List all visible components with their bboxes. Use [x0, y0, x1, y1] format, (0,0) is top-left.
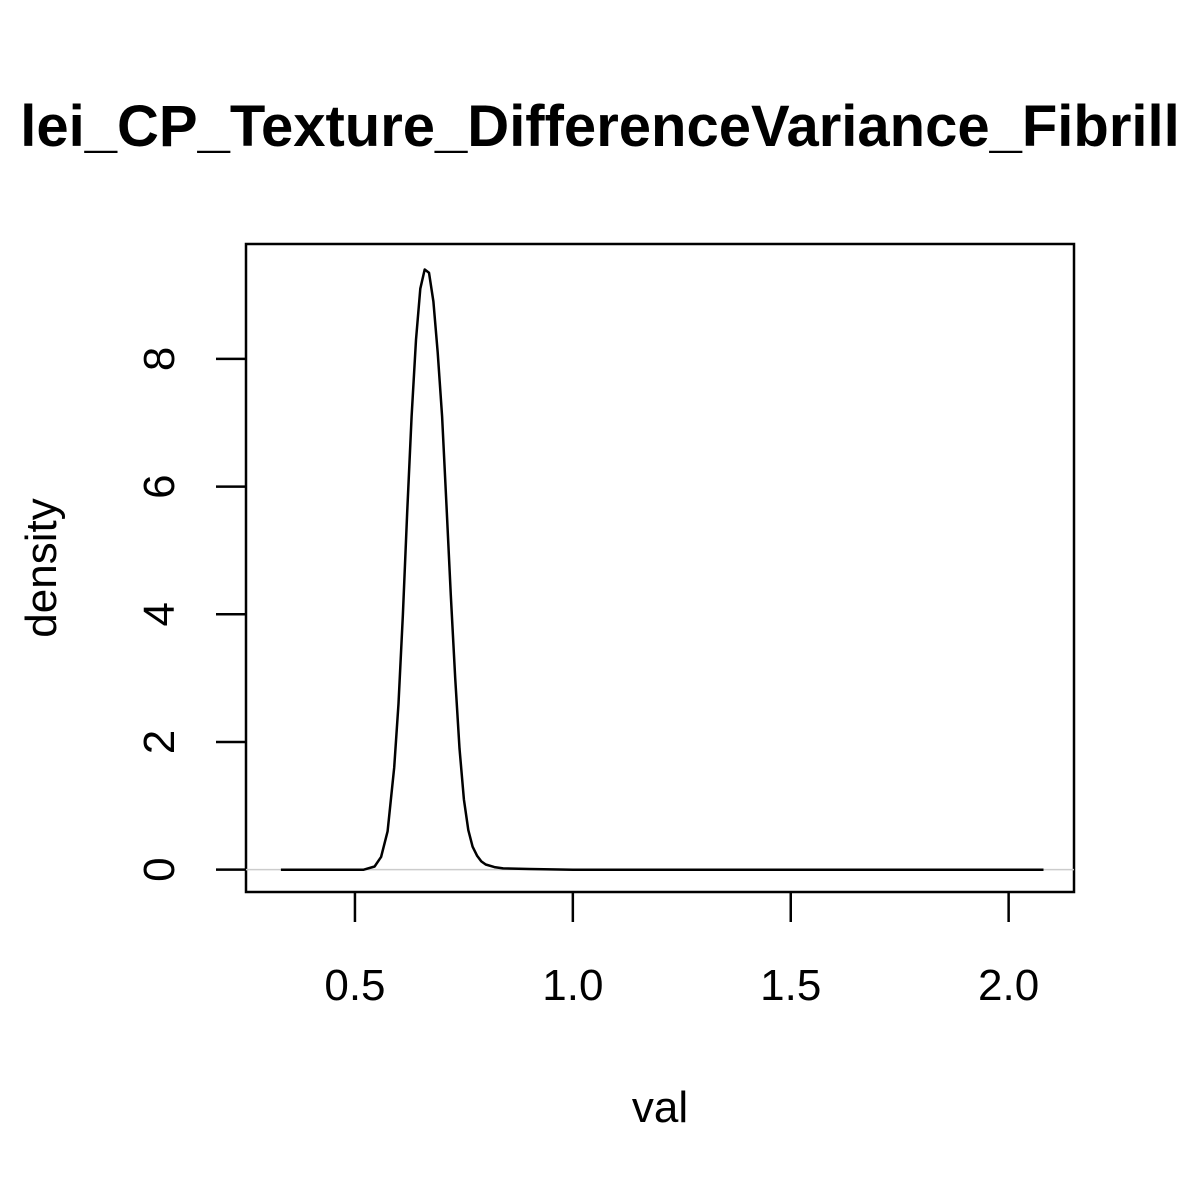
x-axis-label: val: [632, 1083, 688, 1132]
plot-frame: [244, 242, 1076, 894]
y-tick-label: 2: [135, 730, 184, 754]
x-tick-label: 1.5: [760, 961, 821, 1010]
y-tick-label: 4: [135, 602, 184, 626]
y-tick-label: 0: [135, 857, 184, 881]
x-tick-label: 2.0: [978, 961, 1039, 1010]
y-tick-label: 8: [135, 347, 184, 371]
y-axis: 0 2 4 6 8: [135, 347, 246, 882]
y-axis-label: density: [17, 498, 66, 637]
y-tick-label: 6: [135, 474, 184, 498]
chart-title: lei_CP_Texture_DifferenceVariance_Fibril…: [20, 94, 1179, 159]
density-curve: [280, 268, 1044, 871]
x-tick-label: 1.0: [542, 961, 603, 1010]
x-axis: 0.5 1.0 1.5 2.0: [324, 892, 1039, 1010]
x-tick-label: 0.5: [324, 961, 385, 1010]
